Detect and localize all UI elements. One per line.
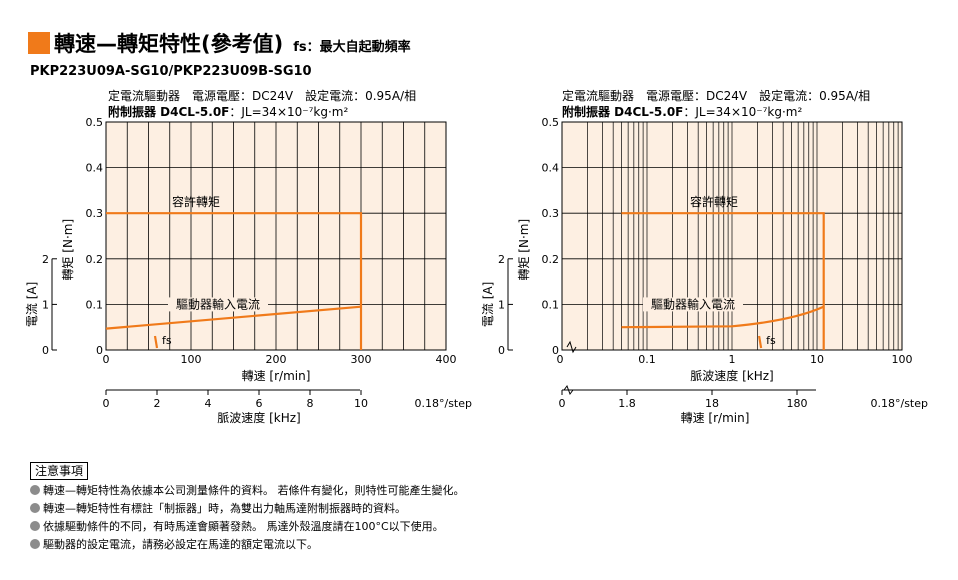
bullet-icon	[30, 521, 40, 531]
y-axis-label-torque: 轉矩 [N·m]	[517, 219, 531, 281]
secondary-tick-label: 0	[559, 397, 566, 410]
note-1: 轉速—轉矩特性為依據本公司測量條件的資料。 若條件有變化，則特性可能產生變化。	[30, 484, 465, 498]
secondary-tick-label: 6	[256, 397, 263, 410]
x-tick-label: 0	[557, 353, 564, 366]
permissible-torque-line	[621, 212, 825, 350]
condition-left: 定電流驅動器 電源電壓：DC24V 設定電流：0.95A/相 附制振器 D4CL…	[108, 88, 416, 120]
bullet-icon	[30, 485, 40, 495]
driver-input-current-line	[105, 305, 362, 330]
y-tick-label: 0.3	[542, 207, 560, 220]
current-tick-label: 1	[498, 298, 505, 311]
y-tick-label: 0.4	[86, 162, 104, 175]
current-tick-label: 0	[42, 344, 49, 357]
series-label-current: 驅動器輸入電流	[651, 296, 735, 311]
series-label-torque: 容許轉矩	[690, 194, 738, 209]
secondary-tick-label: 1.8	[618, 397, 636, 410]
secondary-axis-label: 脈波速度 [kHz]	[217, 410, 300, 425]
y-axis-label-torque: 轉矩 [N·m]	[61, 219, 75, 281]
x-tick-label: 400	[436, 353, 457, 366]
title-note: fs：最大自起動頻率	[293, 40, 411, 55]
title-marker	[28, 32, 50, 54]
title-text: 轉速—轉矩特性(參考值)	[54, 32, 284, 56]
x-tick-label: 0	[103, 353, 110, 366]
secondary-tick-label: 0	[103, 397, 110, 410]
step-angle-label: 0.18°/step	[871, 397, 929, 410]
series-label-bg	[643, 297, 743, 312]
model-name: PKP223U09A-SG10/PKP223U09B-SG10	[30, 64, 312, 79]
bullet-icon	[30, 539, 40, 549]
current-tick-label: 2	[42, 253, 49, 266]
note-text: 轉速—轉矩特性有標註「制振器」時，為雙出力軸馬達附制振器時的資料。	[43, 502, 406, 515]
note-4: 驅動器的設定電流，請務必設定在馬達的額定電流以下。	[30, 538, 318, 552]
secondary-axis-label: 轉速 [r/min]	[681, 411, 750, 425]
y-tick-label: 0	[552, 344, 559, 357]
series-label-torque: 容許轉矩	[172, 194, 220, 209]
current-tick-label: 1	[42, 298, 49, 311]
notes-title: 注意事項	[30, 462, 89, 480]
series-label-bg	[168, 297, 268, 312]
secondary-tick-label: 180	[787, 397, 808, 410]
x-tick-label: 1	[729, 353, 736, 366]
x-tick-label: 100	[892, 353, 913, 366]
x-axis-label: 轉速 [r/min]	[242, 369, 311, 383]
note-text: 驅動器的設定電流，請務必設定在馬達的額定電流以下。	[43, 538, 318, 551]
condition-right: 定電流驅動器 電源電壓：DC24V 設定電流：0.95A/相 附制振器 D4CL…	[562, 88, 870, 120]
secondary-tick-label: 2	[154, 397, 161, 410]
secondary-tick-label: 18	[705, 397, 719, 410]
y-tick-label: 0.5	[542, 116, 560, 129]
x-tick-label: 100	[181, 353, 202, 366]
y-tick-label: 0.2	[542, 253, 560, 266]
fs-label: fs	[162, 334, 172, 347]
y-axis-label-current: 電流 [A]	[25, 282, 39, 327]
x-tick-label: 200	[266, 353, 287, 366]
permissible-torque-line	[106, 212, 363, 350]
note-text: 依據驅動條件的不同，有時馬達會顯著發熱。 馬達外殼溫度請在100°C以下使用。	[43, 520, 444, 533]
y-tick-label: 0.4	[542, 162, 560, 175]
page-title: 轉速—轉矩特性(參考值) fs：最大自起動頻率	[54, 28, 411, 58]
fs-marker	[758, 335, 763, 349]
damper-value-left: ：JL=34×10⁻⁷kg·m²	[229, 105, 349, 119]
damper-value-right: ：JL=34×10⁻⁷kg·m²	[683, 105, 803, 119]
x-axis-label: 脈波速度 [kHz]	[690, 368, 773, 383]
x-tick-label: 300	[351, 353, 372, 366]
driver-input-current-line	[621, 305, 825, 329]
condition-line1-left: 定電流驅動器 電源電壓：DC24V 設定電流：0.95A/相	[108, 89, 417, 103]
series-label-current: 驅動器輸入電流	[176, 296, 260, 311]
y-tick-label: 0.2	[86, 253, 104, 266]
bullet-icon	[30, 503, 40, 513]
fs-marker	[153, 335, 159, 349]
plot-border	[561, 121, 903, 351]
axis-break-icon	[563, 384, 574, 396]
current-tick-label: 2	[498, 253, 505, 266]
y-tick-label: 0.1	[86, 298, 104, 311]
y-tick-label: 0.1	[542, 298, 560, 311]
note-2: 轉速—轉矩特性有標註「制振器」時，為雙出力軸馬達附制振器時的資料。	[30, 502, 406, 516]
plot-border	[105, 121, 447, 351]
secondary-tick-label: 10	[354, 397, 368, 410]
y-tick-label: 0.3	[86, 207, 104, 220]
secondary-tick-label: 8	[307, 397, 314, 410]
current-tick-label: 0	[498, 344, 505, 357]
y-tick-label: 0.5	[86, 116, 104, 129]
damper-label-left: 附制振器 D4CL-5.0F	[108, 105, 230, 119]
y-tick-label: 0	[96, 344, 103, 357]
condition-line2-right: 附制振器 D4CL-5.0F：JL=34×10⁻⁷kg·m²	[562, 104, 870, 120]
note-3: 依據驅動條件的不同，有時馬達會顯著發熱。 馬達外殼溫度請在100°C以下使用。	[30, 520, 444, 534]
note-text: 轉速—轉矩特性為依據本公司測量條件的資料。 若條件有變化，則特性可能產生變化。	[43, 484, 465, 497]
y-axis-label-current: 電流 [A]	[481, 282, 495, 327]
fs-label: fs	[766, 334, 776, 347]
condition-line1-right: 定電流驅動器 電源電壓：DC24V 設定電流：0.95A/相	[562, 89, 871, 103]
condition-line2-left: 附制振器 D4CL-5.0F：JL=34×10⁻⁷kg·m²	[108, 104, 416, 120]
secondary-tick-label: 4	[205, 397, 212, 410]
step-angle-label: 0.18°/step	[415, 397, 473, 410]
x-tick-label: 10	[810, 353, 824, 366]
damper-label-right: 附制振器 D4CL-5.0F	[562, 105, 684, 119]
x-tick-label: 0.1	[638, 353, 656, 366]
